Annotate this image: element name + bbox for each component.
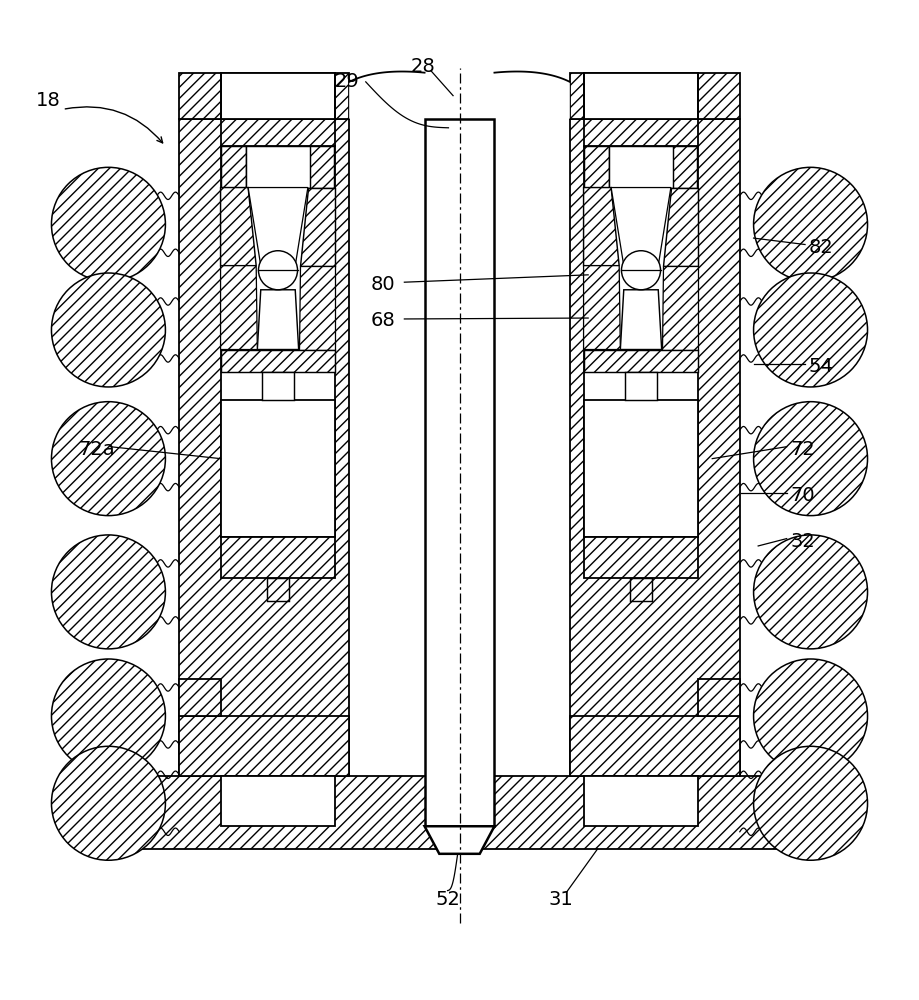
Text: 28: 28 <box>411 57 435 76</box>
Text: 80: 80 <box>370 275 395 294</box>
Text: 72: 72 <box>790 440 815 459</box>
Text: 31: 31 <box>549 890 573 909</box>
Polygon shape <box>221 188 256 266</box>
Circle shape <box>51 746 165 860</box>
Polygon shape <box>221 266 257 350</box>
Text: 18: 18 <box>36 91 60 110</box>
Circle shape <box>754 746 868 860</box>
Polygon shape <box>584 188 619 266</box>
Polygon shape <box>620 290 662 350</box>
Bar <box>221 146 246 188</box>
Polygon shape <box>349 72 425 119</box>
Bar <box>584 73 698 119</box>
Circle shape <box>51 167 165 281</box>
Bar <box>304 146 335 188</box>
Polygon shape <box>425 826 494 854</box>
Polygon shape <box>300 188 335 266</box>
Polygon shape <box>494 72 570 119</box>
Polygon shape <box>662 266 698 350</box>
Circle shape <box>258 251 298 290</box>
Bar <box>698 679 740 716</box>
Bar <box>221 537 335 578</box>
Bar <box>584 776 698 826</box>
Bar <box>179 679 221 716</box>
Circle shape <box>754 535 868 649</box>
Polygon shape <box>625 372 657 400</box>
Text: 72a: 72a <box>78 440 115 459</box>
Bar <box>221 776 335 826</box>
Circle shape <box>754 402 868 516</box>
Text: 82: 82 <box>809 238 834 257</box>
Bar <box>584 537 698 578</box>
Circle shape <box>51 402 165 516</box>
Circle shape <box>754 167 868 281</box>
Text: 32: 32 <box>790 532 815 551</box>
Bar <box>570 716 740 776</box>
Bar <box>119 776 800 849</box>
Bar <box>570 73 740 119</box>
Circle shape <box>621 251 661 290</box>
Text: 29: 29 <box>335 72 359 91</box>
Circle shape <box>51 659 165 773</box>
Bar <box>246 146 310 188</box>
Bar <box>570 119 740 826</box>
Bar <box>221 146 335 537</box>
Polygon shape <box>584 350 698 372</box>
Polygon shape <box>611 188 671 266</box>
Circle shape <box>51 535 165 649</box>
Bar <box>179 119 349 826</box>
Polygon shape <box>257 290 299 350</box>
Bar <box>609 146 673 188</box>
Text: 52: 52 <box>435 890 460 909</box>
Polygon shape <box>262 372 294 400</box>
Bar <box>179 716 349 776</box>
Bar <box>667 146 698 188</box>
Bar <box>267 578 289 601</box>
Bar <box>179 73 349 119</box>
Circle shape <box>754 659 868 773</box>
Polygon shape <box>584 266 620 350</box>
Polygon shape <box>248 188 308 266</box>
Circle shape <box>754 273 868 387</box>
Bar <box>584 400 698 537</box>
Polygon shape <box>663 188 698 266</box>
Polygon shape <box>221 350 335 372</box>
Circle shape <box>51 273 165 387</box>
Text: 70: 70 <box>790 486 815 505</box>
Bar <box>425 119 494 826</box>
Bar <box>584 146 698 537</box>
Text: 68: 68 <box>370 311 395 330</box>
Text: 54: 54 <box>809 357 834 376</box>
Bar <box>221 400 335 537</box>
Polygon shape <box>299 266 335 350</box>
Bar <box>630 578 652 601</box>
Bar <box>584 146 609 188</box>
Bar <box>221 73 335 119</box>
